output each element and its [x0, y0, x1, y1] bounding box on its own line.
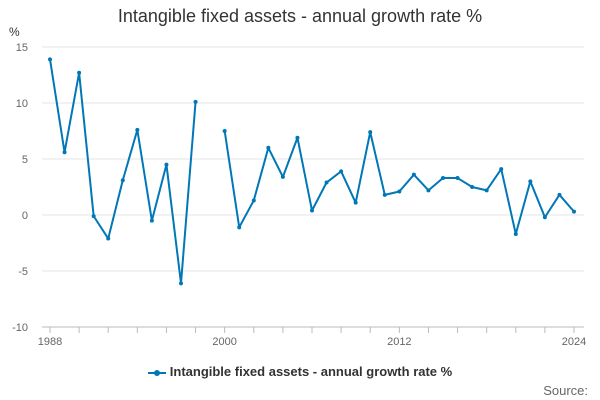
data-point [135, 127, 140, 132]
data-point [513, 232, 518, 237]
legend-label: Intangible fixed assets - annual growth … [169, 364, 453, 379]
chart-title: Intangible fixed assets - annual growth … [117, 6, 483, 26]
data-point [368, 130, 373, 135]
data-point [455, 176, 460, 181]
y-tick-label: -10 [12, 322, 28, 334]
y-tick-label: 15 [16, 42, 28, 54]
data-point [222, 129, 227, 133]
data-point [353, 200, 358, 205]
data-point [295, 135, 300, 140]
data-point [324, 180, 329, 185]
gridlines [42, 46, 584, 328]
x-tick-label: 2024 [562, 336, 586, 348]
source-label: Source: [543, 383, 588, 398]
series-line [49, 59, 197, 285]
data-point [120, 178, 125, 183]
data-point [91, 214, 96, 219]
data-point [411, 172, 416, 177]
data-point [193, 99, 198, 104]
y-tick-label: 10 [16, 98, 28, 110]
y-tick-label: 5 [22, 154, 28, 166]
data-point [528, 179, 533, 184]
data-point [310, 208, 314, 213]
y-tick-label: -5 [18, 266, 28, 278]
x-axis: 1988 2000 2012 2024 [38, 327, 586, 348]
data-point [572, 209, 576, 214]
data-point [266, 145, 271, 150]
y-axis-label: % [9, 25, 20, 39]
data-point [77, 70, 82, 75]
data-point [397, 189, 402, 194]
series-layer [48, 57, 576, 286]
data-point [251, 198, 256, 203]
x-tick-label: 1988 [38, 336, 62, 348]
x-tick-label: 2012 [387, 336, 411, 348]
data-point [557, 192, 562, 197]
data-point [237, 225, 242, 230]
data-point [426, 188, 431, 193]
data-point [484, 188, 489, 193]
data-point [441, 176, 445, 181]
y-tick-label: 0 [22, 210, 28, 222]
data-point [499, 167, 504, 172]
data-point [382, 192, 387, 197]
data-point [62, 150, 67, 155]
data-point [339, 169, 344, 174]
legend-swatch [147, 369, 166, 376]
data-point [542, 215, 547, 220]
x-tick-label: 2000 [212, 336, 236, 348]
series-line [223, 130, 575, 236]
data-point [164, 162, 169, 167]
data-point [179, 281, 183, 286]
data-point [470, 185, 475, 189]
data-point [149, 218, 154, 223]
legend[interactable]: Intangible fixed assets - annual growth … [0, 364, 600, 379]
y-axis: 15 10 5 0 -5 -10 [12, 42, 28, 334]
data-point [280, 174, 285, 179]
data-point [48, 57, 52, 62]
data-point [106, 236, 111, 241]
